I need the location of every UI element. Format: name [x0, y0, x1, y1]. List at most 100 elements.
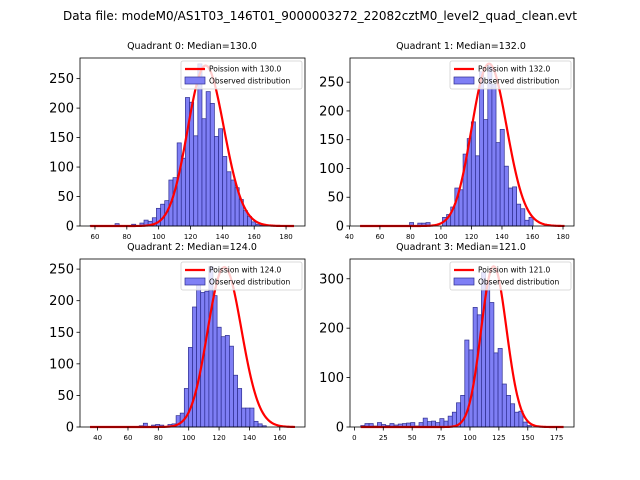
subplot-title: Quadrant 1: Median=132.0 [396, 41, 526, 52]
y-tick-label: 50 [57, 389, 74, 404]
x-tick-label: 100 [434, 233, 447, 241]
legend-box [180, 60, 303, 90]
histogram-bars [360, 271, 532, 428]
x-tick-label: 160 [248, 233, 261, 241]
histogram-bar [497, 348, 503, 428]
histogram-bar [180, 157, 186, 227]
histogram-bar [224, 335, 230, 428]
axes-frame [349, 258, 575, 428]
y-tick-label: 250 [49, 72, 74, 87]
axes-frame [349, 57, 575, 227]
histogram-bar [233, 374, 238, 428]
histogram-bar [458, 189, 464, 227]
y-tick-label: 100 [49, 161, 74, 176]
legend: Poission with 132.0 Observed distribution [449, 60, 572, 90]
x-tick-label: 120 [184, 233, 197, 241]
x-tick-label: 175 [550, 434, 563, 442]
histogram-bar [489, 302, 495, 428]
histogram-bar [214, 136, 219, 227]
histogram-bar [209, 103, 215, 227]
x-tick-label: 150 [521, 434, 534, 442]
histogram-bar [512, 186, 517, 227]
legend-box [180, 261, 303, 291]
x-tick-label: 50 [408, 434, 417, 442]
legend-label-poisson: Poission with 121.0 [478, 266, 551, 275]
histogram-bar [218, 128, 224, 227]
histogram-bar [520, 208, 526, 227]
histogram-bar [230, 179, 236, 227]
x-tick-label: 100 [152, 233, 165, 241]
subplot-quadrant-0: Quadrant 0: Median=130.0 0 50 100 150 200 250… [49, 41, 306, 241]
x-tick-label: 60 [375, 233, 384, 241]
histogram-bar [220, 336, 226, 428]
x-tick-label: 140 [216, 233, 229, 241]
histogram-bars [409, 65, 534, 227]
x-tick-label: 80 [122, 233, 131, 241]
y-tick-label: 150 [319, 133, 344, 148]
histogram-bar [479, 71, 485, 227]
legend-bar-swatch [184, 277, 206, 286]
subplot-quadrant-1: Quadrant 1: Median=132.0 0 50 100 150 200 250… [319, 41, 575, 241]
histogram-bar [241, 407, 247, 428]
histogram-bar [212, 295, 218, 428]
x-tick-label: 160 [526, 233, 539, 241]
histogram-bar [487, 65, 493, 227]
histogram-bar [192, 306, 197, 428]
y-tick-label: 100 [319, 162, 344, 177]
histogram-bar [508, 187, 513, 227]
y-tick-label: 200 [319, 104, 344, 119]
x-tick-label: 120 [212, 434, 225, 442]
y-tick-label: 250 [49, 263, 74, 278]
axes-frame [79, 258, 306, 428]
y-tick-label: 150 [49, 131, 74, 146]
y-tick-label: 50 [327, 191, 344, 206]
subplot-title: Quadrant 2: Median=124.0 [127, 242, 257, 253]
y-tick-label: 0 [336, 220, 344, 235]
histogram-bar [245, 407, 251, 428]
histogram-bar [196, 280, 202, 428]
x-tick-label: 80 [154, 434, 163, 442]
histogram-bar [439, 418, 445, 428]
x-tick-label: 60 [124, 434, 133, 442]
histogram-bar [522, 421, 528, 428]
histogram-bar [222, 156, 228, 227]
histogram-bar [493, 352, 499, 428]
x-tick-label: 0 [352, 434, 356, 442]
histogram-bar [193, 135, 199, 227]
legend-label-observed: Observed distribution [478, 77, 559, 86]
legend-label-poisson: Poission with 132.0 [478, 65, 551, 74]
legend-bar-swatch [184, 76, 206, 85]
legend-label-observed: Observed distribution [209, 278, 290, 287]
histogram-bar [226, 171, 232, 227]
histogram-bar [216, 326, 222, 428]
histogram-bar [510, 403, 516, 428]
y-tick-label: 200 [319, 322, 344, 337]
histogram-bar [208, 266, 214, 428]
x-tick-label: 25 [379, 434, 388, 442]
x-tick-label: 120 [465, 233, 478, 241]
histogram-bar [514, 411, 520, 428]
histogram-bar [205, 91, 211, 227]
figure-suptitle: Data file: modeM0/AS1T03_146T01_90000032… [63, 9, 577, 23]
y-tick-label: 200 [49, 294, 74, 309]
x-tick-label: 80 [406, 233, 415, 241]
histogram-bar [499, 128, 505, 227]
x-tick-label: 160 [273, 434, 286, 442]
histogram-bar [506, 395, 511, 428]
histogram-bar [495, 142, 501, 227]
histogram-bar [503, 165, 509, 227]
legend-bar-swatch [453, 76, 475, 85]
histogram-bar [176, 142, 182, 227]
histogram-bar [249, 407, 255, 428]
histogram-bar [447, 415, 453, 428]
x-tick-label: 60 [91, 233, 100, 241]
x-tick-label: 180 [556, 233, 569, 241]
histogram-bar [485, 281, 491, 428]
histogram-bar [253, 420, 259, 428]
x-tick-label: 140 [495, 233, 508, 241]
x-tick-label: 75 [437, 434, 446, 442]
legend-label-poisson: Poission with 124.0 [209, 266, 282, 275]
x-tick-label: 40 [345, 233, 354, 241]
x-tick-label: 40 [93, 434, 102, 442]
